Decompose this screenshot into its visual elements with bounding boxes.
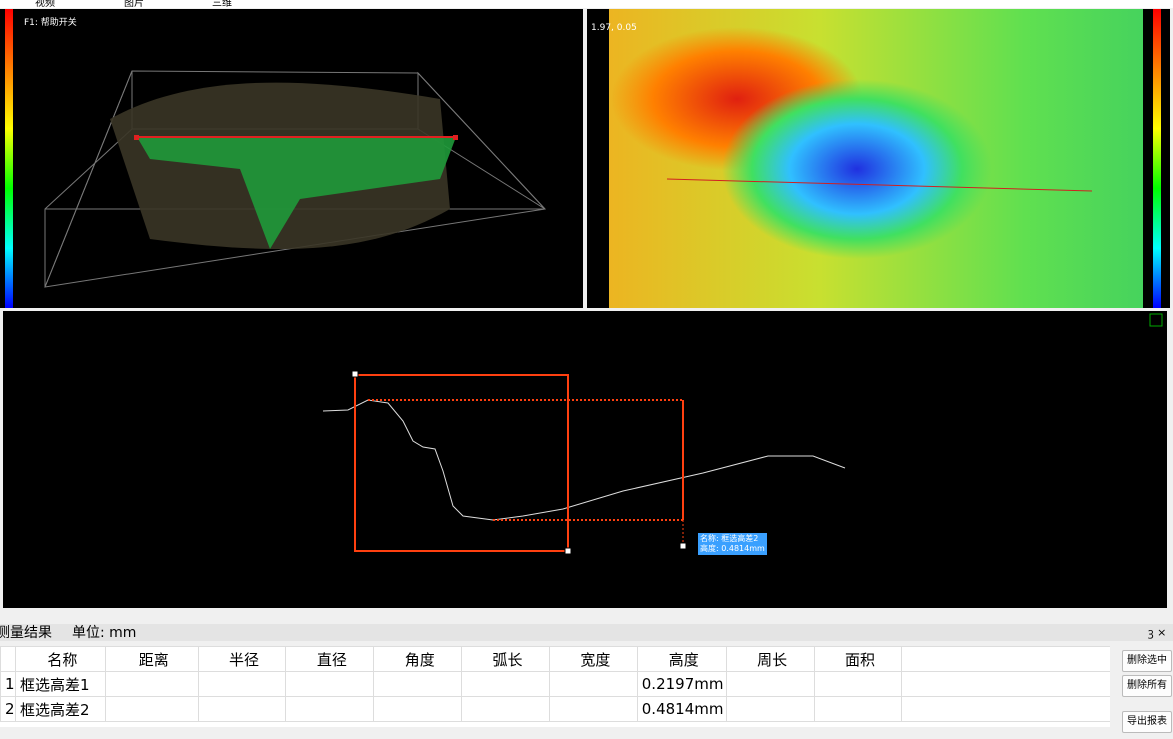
row-index: 1 (0, 671, 16, 697)
cell (548, 671, 638, 697)
column-header: 角度 (373, 646, 463, 672)
cell (285, 696, 375, 722)
profile-plot (322, 313, 1163, 555)
column-header: 弧长 (461, 646, 550, 672)
column-header: 周长 (725, 646, 815, 672)
results-table: 名称 距离 半径 直径 角度 弧长 宽度 高度 周长 面积 1 框选高差1 0.2197mm 2 框选高差2… (0, 646, 1110, 722)
row: 2 框选高差2 0.4814mm (0, 696, 1110, 722)
results-titlebar: 测量结果 单位: mm ꝫ × (0, 624, 1173, 641)
results-title: 测量结果 (0, 625, 52, 641)
tab-bar: 视频 图片 三维 (0, 0, 1173, 8)
tab[interactable]: 三维 (212, 0, 232, 8)
cell (813, 696, 903, 722)
row: 1 框选高差1 0.2197mm (0, 671, 1110, 697)
header-row: 名称 距离 半径 直径 角度 弧长 宽度 高度 周长 面积 (0, 646, 1110, 672)
cell: 0.2197mm (636, 671, 727, 697)
view-heatmap[interactable]: 1.97, 0.05 (587, 9, 1170, 308)
color-bar (5, 9, 13, 308)
cell-name: 框选高差2 (14, 696, 106, 722)
cell (104, 696, 199, 722)
corner (0, 646, 16, 672)
cell (461, 696, 550, 722)
results-table-wrap: 名称 距离 半径 直径 角度 弧长 宽度 高度 周长 面积 1 框选高差1 0.2197mm 2 框选高差2… (0, 646, 1110, 727)
button[interactable]: 删除选中 (1122, 650, 1172, 672)
color-bar (1153, 9, 1161, 308)
coords: 1.97, 0.05 (591, 23, 637, 33)
cell (197, 696, 287, 722)
cell (104, 671, 199, 697)
column-header: 高度 (636, 646, 727, 672)
scene (44, 70, 547, 288)
filler (901, 646, 1110, 672)
measure-tag: 名称: 框选高差2 高度: 0.4814mm (698, 533, 767, 555)
button[interactable]: 导出报表 (1122, 711, 1172, 733)
button[interactable]: 删除所有 (1122, 675, 1172, 697)
section-line (666, 178, 1093, 192)
column-header: 距离 (104, 646, 199, 672)
row-index: 2 (0, 696, 16, 722)
tab[interactable]: 视频 (35, 0, 55, 8)
cell-name: 框选高差1 (14, 671, 106, 697)
tag-name: 名称: 框选高差2 (700, 534, 759, 543)
column-header: 半径 (197, 646, 287, 672)
filler (901, 696, 1110, 722)
column-header: 宽度 (548, 646, 638, 672)
filler (901, 671, 1110, 697)
cell (725, 696, 815, 722)
cell (373, 696, 463, 722)
tag-height: 高度: 0.4814mm (700, 544, 765, 553)
unit: 单位: mm (72, 625, 137, 641)
column-header: 直径 (285, 646, 375, 672)
tab[interactable]: 图片 (124, 0, 144, 8)
cell: 0.4814mm (636, 696, 727, 722)
view-3d[interactable]: F1: 帮助开关 (0, 9, 583, 308)
cell (197, 671, 287, 697)
cell (461, 671, 550, 697)
profile-view[interactable]: 名称: 框选高差2 高度: 0.4814mm (3, 311, 1167, 608)
cell (813, 671, 903, 697)
column-header: 名称 (14, 646, 106, 672)
cell (285, 671, 375, 697)
hint: F1: 帮助开关 (24, 18, 77, 28)
cell (548, 696, 638, 722)
column-header: 面积 (813, 646, 903, 672)
cell (373, 671, 463, 697)
cell (725, 671, 815, 697)
